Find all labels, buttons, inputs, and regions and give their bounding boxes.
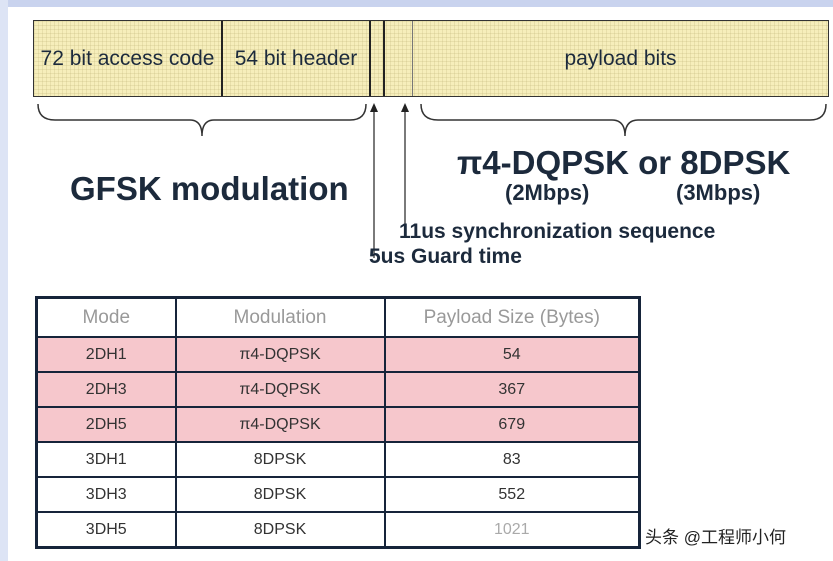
cell: 367	[383, 371, 641, 408]
cell: 2DH5	[35, 406, 177, 443]
packet-format-bar: 72 bit access code 54 bit header payload…	[33, 20, 829, 97]
payload-field: payload bits	[564, 46, 677, 70]
table-row: 2DH5 π4-DQPSK 679	[35, 406, 641, 443]
cell: 83	[383, 441, 641, 478]
cell: 3DH1	[35, 441, 177, 478]
payload-brace	[420, 103, 827, 137]
rate-3mbps: (3Mbps)	[676, 180, 761, 205]
table-row: 2DH1 π4-DQPSK 54	[35, 336, 641, 373]
cell: 8DPSK	[174, 476, 386, 513]
table-row: 3DH3 8DPSK 552	[35, 476, 641, 513]
table-header: Mode Modulation Payload Size (Bytes)	[35, 296, 641, 338]
left-strip	[0, 0, 8, 561]
cell: 8DPSK	[174, 511, 386, 549]
header-field: 54 bit header	[223, 21, 371, 96]
rate-2mbps: (2Mbps)	[505, 180, 590, 205]
cell: 54	[383, 336, 641, 373]
table-row: 3DH1 8DPSK 83	[35, 441, 641, 478]
cell: π4-DQPSK	[174, 336, 386, 373]
edr-label: π4-DQPSK or 8DPSK	[457, 144, 791, 181]
header-payload: Payload Size (Bytes)	[383, 296, 641, 338]
edr-packet-table: Mode Modulation Payload Size (Bytes) 2DH…	[35, 296, 641, 549]
guard-label: 5us Guard time	[369, 245, 522, 268]
watermark: 头条 @工程师小何	[645, 528, 786, 547]
top-strip	[0, 0, 833, 7]
cell: π4-DQPSK	[174, 371, 386, 408]
sync-field	[385, 21, 413, 96]
guard-field	[371, 21, 385, 96]
table-row: 2DH3 π4-DQPSK 367	[35, 371, 641, 408]
sync-label: 11us synchronization sequence	[399, 220, 716, 243]
cell: 3DH3	[35, 476, 177, 513]
gfsk-label: GFSK modulation	[70, 170, 349, 207]
header-modulation: Modulation	[174, 296, 386, 338]
cell: 679	[383, 406, 641, 443]
table-row: 3DH5 8DPSK 1021	[35, 511, 641, 549]
cell: 552	[383, 476, 641, 513]
gfsk-brace	[37, 103, 367, 137]
cell: 2DH1	[35, 336, 177, 373]
header-mode: Mode	[35, 296, 177, 338]
cell: 3DH5	[35, 511, 177, 549]
cell: 1021	[383, 511, 641, 549]
cell: 8DPSK	[174, 441, 386, 478]
cell: 2DH3	[35, 371, 177, 408]
cell: π4-DQPSK	[174, 406, 386, 443]
access-code-field: 72 bit access code	[34, 21, 223, 96]
